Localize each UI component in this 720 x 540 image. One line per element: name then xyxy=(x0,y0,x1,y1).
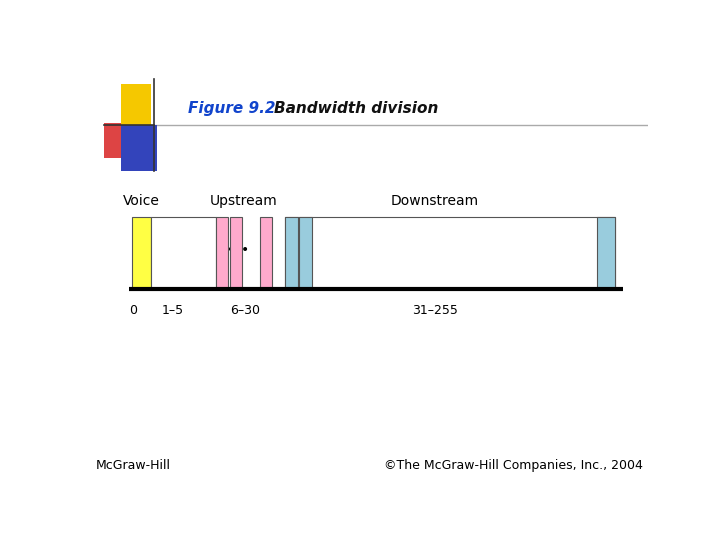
Text: Downstream: Downstream xyxy=(391,194,479,208)
Bar xyxy=(132,217,151,289)
Text: Not
used: Not used xyxy=(158,244,188,272)
Text: Voice: Voice xyxy=(123,194,160,208)
Bar xyxy=(121,125,157,171)
Bar xyxy=(151,217,215,289)
Bar xyxy=(285,217,615,289)
Text: 6–30: 6–30 xyxy=(230,304,260,317)
Text: ©The McGraw-Hill Companies, Inc., 2004: ©The McGraw-Hill Companies, Inc., 2004 xyxy=(384,460,642,472)
Bar xyxy=(230,217,242,289)
Bar xyxy=(215,217,228,289)
Bar xyxy=(260,217,272,289)
Text: Figure 9.2: Figure 9.2 xyxy=(188,101,275,116)
Text: Upstream: Upstream xyxy=(210,194,277,208)
Bar xyxy=(597,217,615,289)
Bar xyxy=(300,217,312,289)
Text: 31–255: 31–255 xyxy=(412,304,458,317)
Text: 1–5: 1–5 xyxy=(161,304,184,317)
Text: Bandwidth division: Bandwidth division xyxy=(274,101,438,116)
Bar xyxy=(121,84,151,125)
Bar xyxy=(104,123,135,158)
Text: McGraw-Hill: McGraw-Hill xyxy=(96,460,171,472)
Text: •  •  •: • • • xyxy=(418,243,460,257)
Bar xyxy=(285,217,297,289)
Text: •  •  •: • • • xyxy=(224,243,266,257)
Text: 0: 0 xyxy=(130,304,138,317)
